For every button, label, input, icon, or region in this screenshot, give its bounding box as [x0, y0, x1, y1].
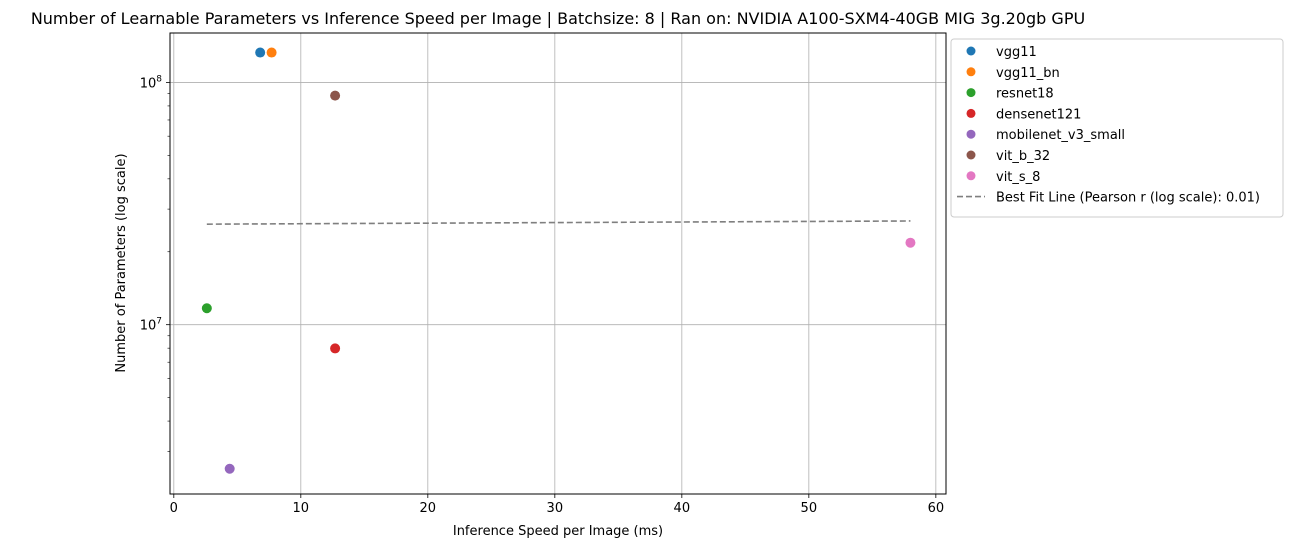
legend-marker: [966, 171, 976, 181]
plot-frame: [169, 32, 947, 495]
legend-label: vgg11: [996, 45, 1037, 60]
legend-marker: [966, 129, 976, 139]
legend-label: Best Fit Line (Pearson r (log scale): 0.…: [996, 191, 1260, 206]
legend-label: resnet18: [996, 87, 1054, 102]
x-tick-label: 50: [801, 501, 818, 516]
legend-label: mobilenet_v3_small: [996, 128, 1125, 143]
legend-marker: [966, 88, 976, 98]
point-vit-s-8: [905, 237, 916, 248]
legend-label: vit_s_8: [996, 170, 1040, 185]
x-tick-label: 0: [170, 501, 178, 516]
data-points: [201, 47, 916, 474]
point-mobilenet-v3-small: [224, 463, 235, 474]
best-fit-line: [206, 220, 911, 225]
x-tick-label: 20: [420, 501, 437, 516]
chart-title: Number of Learnable Parameters vs Infere…: [31, 9, 1085, 28]
y-tick-label: 107: [140, 317, 162, 334]
legend: vgg11 vgg11_bn resnet18 densenet121 mobilene…: [950, 38, 1284, 218]
legend-marker: [966, 46, 976, 56]
x-axis-label: Inference Speed per Image (ms): [453, 524, 663, 539]
grid-lines: [170, 33, 946, 494]
legend-marker: [966, 150, 976, 160]
point-vgg11: [255, 47, 266, 58]
x-axis: 0 10 20 30 40 50 60: [170, 494, 944, 516]
x-tick-label: 10: [293, 501, 310, 516]
legend-box: [950, 38, 1284, 218]
x-tick-label: 30: [547, 501, 564, 516]
point-vgg11-bn: [266, 47, 277, 58]
best-fit-layer: [206, 220, 911, 225]
y-axis-label: Number of Parameters (log scale): [114, 153, 129, 372]
legend-marker: [966, 67, 976, 77]
x-tick-label: 40: [674, 501, 691, 516]
point-densenet121: [330, 343, 341, 354]
point-resnet18: [201, 303, 212, 314]
legend-marker: [966, 108, 976, 118]
legend-label: vgg11_bn: [996, 66, 1060, 81]
legend-label: vit_b_32: [996, 149, 1050, 164]
legend-label: densenet121: [996, 107, 1081, 122]
point-vit-b-32: [330, 90, 341, 101]
y-tick-label: 108: [140, 74, 163, 91]
y-axis: 107 108: [140, 74, 170, 452]
x-tick-label: 60: [928, 501, 945, 516]
